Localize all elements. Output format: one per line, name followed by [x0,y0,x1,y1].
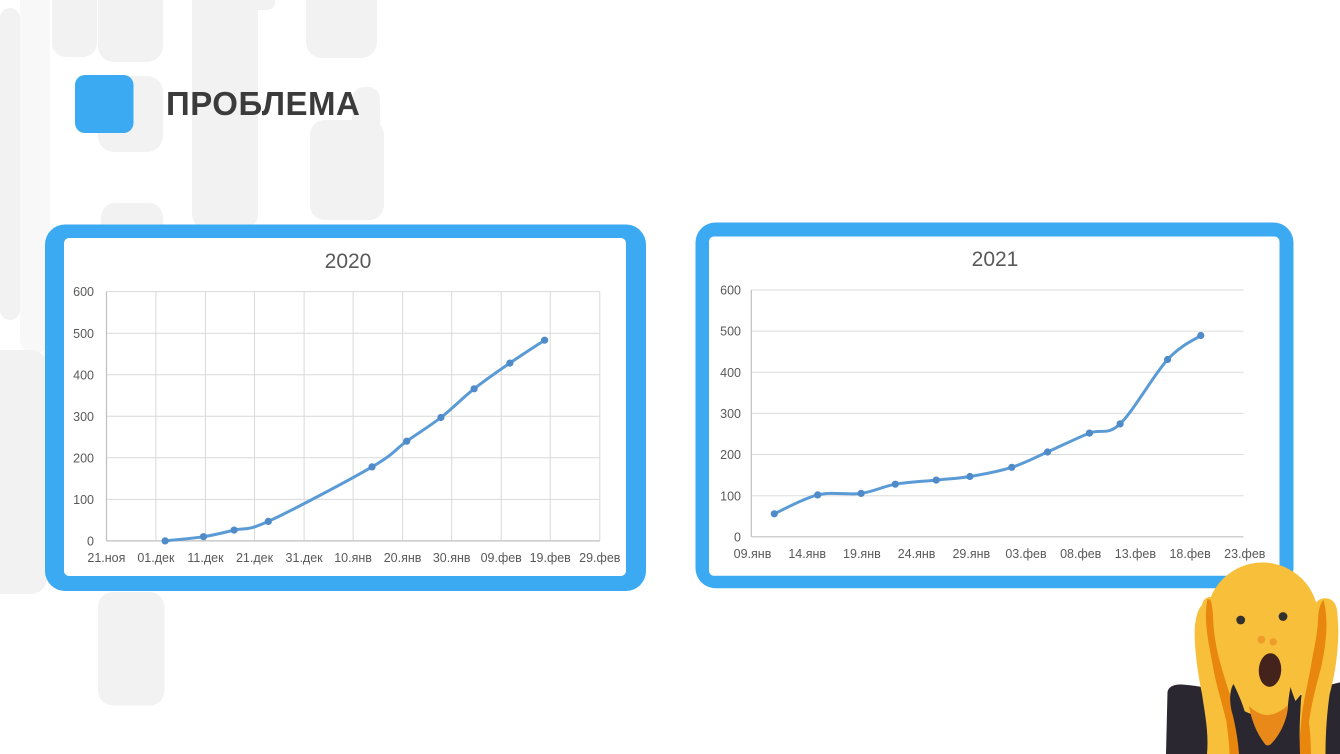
svg-text:2020: 2020 [325,250,372,273]
svg-text:500: 500 [73,327,94,341]
svg-text:19.янв: 19.янв [843,547,881,561]
svg-text:09.янв: 09.янв [734,547,772,561]
svg-text:300: 300 [73,410,94,424]
svg-text:14.янв: 14.янв [788,547,826,561]
svg-text:30.янв: 30.янв [433,551,471,565]
svg-text:10.янв: 10.янв [334,551,372,565]
svg-text:08.фев: 08.фев [1060,547,1102,561]
svg-text:03.фев: 03.фев [1005,547,1047,561]
svg-text:ПРОБЛЕМА: ПРОБЛЕМА [166,85,360,122]
svg-text:0: 0 [734,530,741,544]
svg-text:24.янв: 24.янв [898,547,936,561]
svg-text:18.фев: 18.фев [1169,547,1211,561]
svg-text:09.фев: 09.фев [481,551,523,565]
svg-text:200: 200 [73,451,94,465]
svg-text:21.ноя: 21.ноя [87,551,125,565]
svg-text:400: 400 [73,368,94,382]
svg-text:13.фев: 13.фев [1115,547,1157,561]
svg-text:29.янв: 29.янв [952,547,990,561]
svg-text:01.дек: 01.дек [137,551,175,565]
svg-text:100: 100 [720,489,741,503]
svg-text:400: 400 [720,366,741,380]
svg-text:0: 0 [87,535,94,549]
svg-text:500: 500 [720,325,741,339]
svg-text:600: 600 [720,284,741,298]
svg-text:21.дек: 21.дек [236,551,274,565]
svg-text:200: 200 [720,448,741,462]
svg-text:11.дек: 11.дек [187,551,224,565]
svg-text:19.фев: 19.фев [530,551,572,565]
svg-text:2021: 2021 [972,248,1019,271]
svg-text:20.янв: 20.янв [384,551,422,565]
svg-text:600: 600 [73,285,94,299]
svg-text:29.фев: 29.фев [579,551,621,565]
svg-text:31.дек: 31.дек [286,551,324,565]
svg-text:100: 100 [73,493,94,507]
svg-text:300: 300 [720,407,741,421]
svg-text:23.фев: 23.фев [1224,547,1266,561]
